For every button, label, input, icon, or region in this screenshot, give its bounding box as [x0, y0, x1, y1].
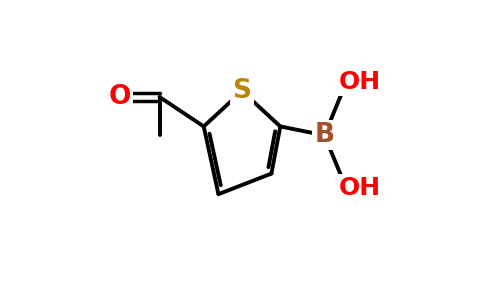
- Text: B: B: [315, 122, 334, 148]
- Text: OH: OH: [339, 176, 381, 200]
- Text: S: S: [232, 78, 252, 104]
- Text: O: O: [108, 84, 131, 110]
- Text: OH: OH: [339, 70, 381, 94]
